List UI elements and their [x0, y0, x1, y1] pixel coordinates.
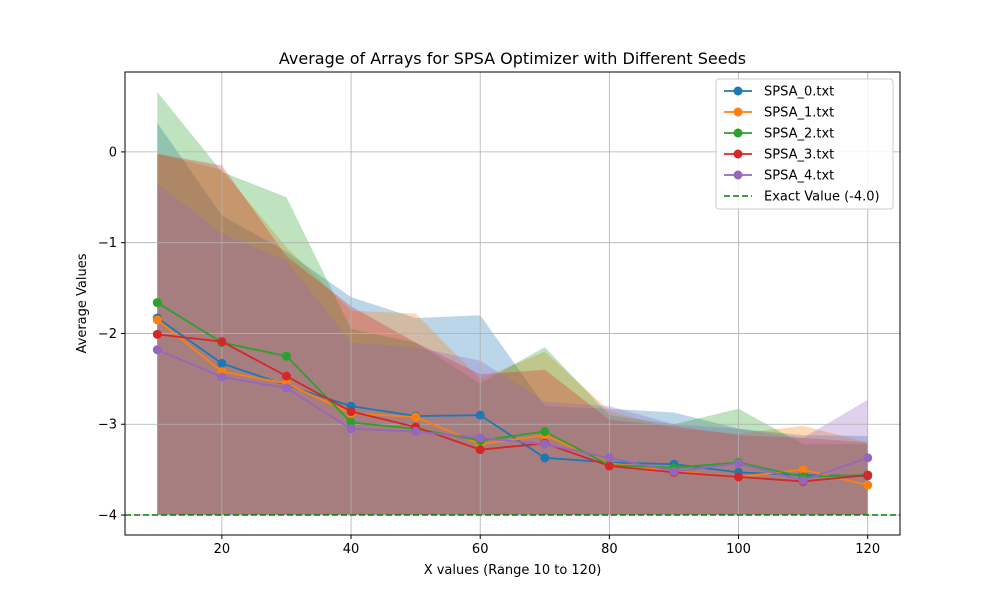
legend-marker-0: [733, 86, 743, 96]
band-series-2: [157, 91, 868, 516]
series-point-3: [734, 472, 744, 482]
x-axis-ticks: 20 40 60 80 100 120: [214, 535, 880, 557]
series-point-4: [669, 466, 679, 476]
series-point-3: [863, 470, 873, 480]
series-point-3: [475, 445, 485, 455]
series-point-3: [152, 329, 162, 339]
series-point-2: [346, 417, 356, 427]
legend-marker-3: [733, 149, 743, 159]
y-axis-ticks: −4 −3 −2 −1 0: [98, 145, 125, 524]
band-series-1: [157, 153, 868, 516]
legend-label-reference: Exact Value (-4.0): [764, 190, 880, 205]
series-point-3: [604, 461, 614, 471]
series-point-2: [540, 427, 550, 437]
series-point-4: [863, 453, 873, 463]
series-point-4: [346, 424, 356, 434]
x-tick-label: 40: [343, 542, 360, 557]
series-point-4: [540, 439, 550, 449]
series-line-3: [157, 333, 868, 483]
series-point-3: [217, 337, 227, 347]
legend: SPSA_0.txt SPSA_1.txt SPSA_2.txt SPSA_3.txt…: [715, 78, 894, 210]
x-tick-label: 20: [214, 542, 231, 557]
legend-label-1: SPSA_1.txt: [764, 106, 834, 121]
series-points: [152, 298, 873, 490]
y-tick-label: −4: [98, 509, 117, 524]
series-point-2: [152, 298, 162, 308]
legend-marker-4: [733, 170, 743, 180]
y-tick-label: −3: [98, 418, 117, 433]
plot-frame: [124, 71, 901, 536]
legend-box: [715, 78, 894, 210]
band-series-3: [157, 153, 868, 516]
legend-marker-1: [733, 107, 743, 117]
x-axis-label: X values (Range 10 to 120): [424, 563, 602, 578]
x-tick-label: 100: [726, 542, 751, 557]
series-point-1: [411, 412, 421, 422]
legend-label-2: SPSA_2.txt: [764, 127, 834, 142]
confidence-bands: [157, 91, 868, 516]
series-line-4: [156, 348, 869, 482]
series-point-1: [863, 480, 873, 490]
series-point-2: [281, 351, 291, 361]
series-line-2: [156, 301, 868, 478]
series-point-3: [346, 407, 356, 417]
series-point-1: [798, 465, 808, 475]
y-axis-label: Average Values: [75, 253, 90, 353]
series-lines: [156, 301, 869, 486]
legend-label-3: SPSA_3.txt: [764, 148, 834, 163]
legend-label-0: SPSA_0.txt: [764, 85, 834, 100]
series-line-1: [156, 319, 868, 486]
legend-label-4: SPSA_4.txt: [764, 169, 834, 184]
series-point-4: [281, 383, 291, 393]
series-point-4: [411, 427, 421, 437]
series-point-4: [217, 372, 227, 382]
y-tick-label: −2: [98, 327, 117, 342]
series-point-0: [217, 358, 227, 368]
legend-marker-2: [733, 128, 743, 138]
series-point-0: [540, 453, 550, 463]
x-tick-label: 60: [472, 542, 489, 557]
series-point-4: [734, 458, 744, 468]
y-tick-label: −1: [98, 236, 117, 251]
x-tick-label: 80: [601, 542, 618, 557]
series-point-4: [798, 476, 808, 486]
series-point-1: [152, 315, 162, 325]
band-series-0: [157, 122, 868, 516]
series-point-4: [475, 433, 485, 443]
band-series-4: [157, 183, 868, 516]
chart-title: Average of Arrays for SPSA Optimizer wit…: [279, 49, 746, 68]
x-tick-label: 120: [855, 542, 880, 557]
series-point-3: [281, 371, 291, 381]
series-point-4: [152, 345, 162, 355]
series-point-4: [604, 453, 614, 463]
y-tick-label: 0: [109, 145, 117, 160]
series-point-0: [475, 410, 485, 420]
